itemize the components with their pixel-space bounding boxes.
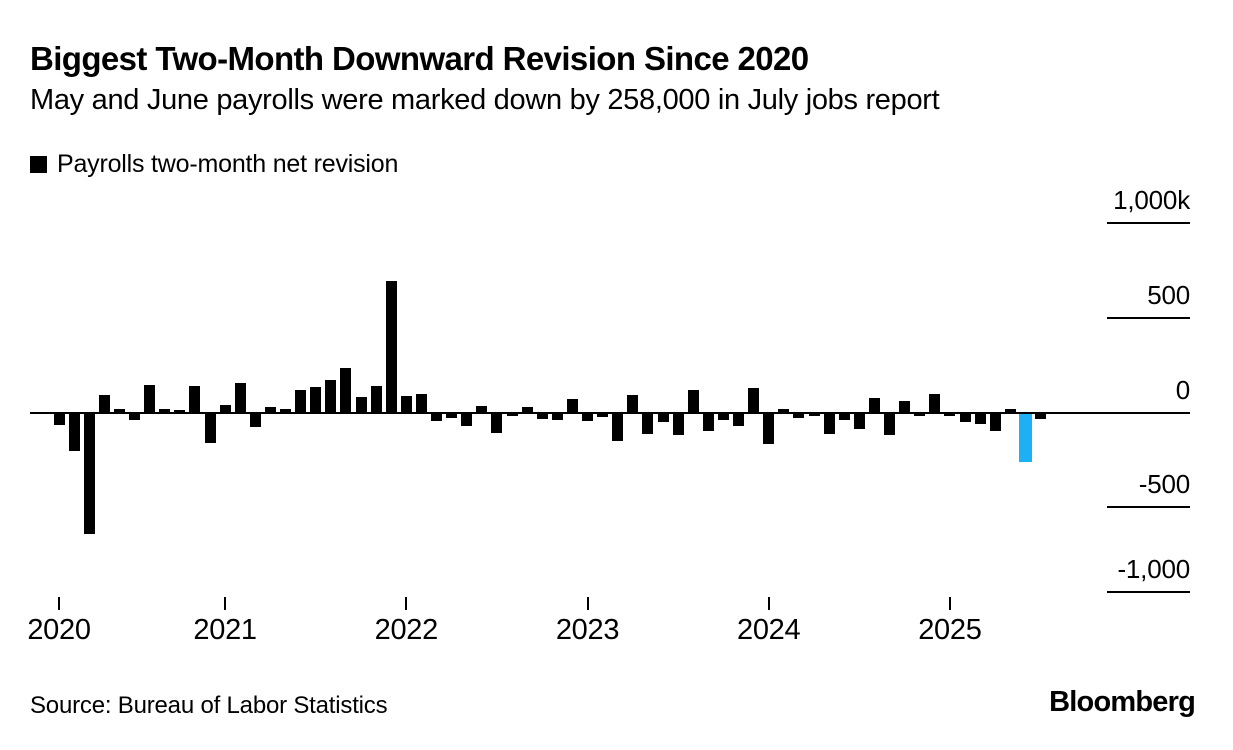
bar (68, 414, 80, 451)
bar (929, 393, 941, 413)
bar (491, 414, 503, 433)
bar (672, 414, 684, 435)
bar (612, 414, 624, 441)
y-axis-label-neg1000: -1,000 (1117, 554, 1190, 584)
bar (944, 414, 956, 416)
bar (234, 382, 246, 413)
gridline-neg500 (1107, 506, 1190, 508)
bar (868, 397, 880, 413)
bar (53, 414, 65, 425)
bar (914, 414, 926, 416)
bar (400, 395, 412, 413)
gridline-1000k (1107, 222, 1190, 224)
x-axis-label-2024: 2024 (737, 614, 801, 646)
source-note: Source: Bureau of Labor Statistics (30, 692, 388, 719)
bar (959, 414, 971, 422)
bar (687, 389, 699, 413)
bar (551, 414, 563, 420)
bar (884, 414, 895, 435)
bar (642, 414, 654, 434)
x-axis-label-2022: 2022 (374, 614, 439, 646)
x-axis-tick (948, 597, 951, 610)
bar (280, 408, 291, 413)
y-axis-label-neg500: -500 (1138, 469, 1190, 499)
bar (627, 394, 639, 413)
bar (415, 393, 427, 413)
bar (310, 386, 322, 413)
bar (204, 414, 216, 443)
bar (717, 414, 729, 420)
bar (733, 414, 744, 426)
bar (355, 396, 367, 413)
bar (566, 398, 578, 413)
bar (264, 406, 276, 413)
bar (189, 385, 201, 413)
x-axis-tick (586, 597, 589, 610)
bar (506, 414, 518, 416)
bar (748, 387, 760, 413)
bar (1004, 408, 1016, 413)
x-axis-label-2025: 2025 (918, 614, 982, 646)
bar (778, 408, 790, 413)
bar (129, 414, 140, 420)
bloomberg-logo: Bloomberg (1049, 686, 1196, 718)
bar (823, 414, 835, 434)
chart-subtitle: May and June payrolls were marked down b… (30, 84, 940, 116)
bar (597, 414, 609, 417)
bar (249, 414, 261, 427)
bar (325, 379, 337, 413)
bar-highlighted (1018, 414, 1032, 462)
gridline-500 (1107, 317, 1190, 319)
y-axis-label-1000k: 1,000k (1113, 185, 1190, 215)
y-axis-label-500: 500 (1147, 280, 1190, 310)
bar (295, 389, 307, 413)
gridline-neg1000 (1107, 591, 1190, 593)
bar (521, 406, 533, 413)
bar (113, 408, 125, 413)
bar (219, 404, 231, 413)
bar (989, 414, 1001, 431)
x-axis-label-2021: 2021 (193, 614, 257, 646)
x-axis-tick (224, 597, 227, 610)
bar (461, 414, 473, 426)
bar (476, 405, 488, 413)
bar (853, 414, 865, 429)
bar (385, 280, 397, 413)
bar (340, 367, 352, 413)
x-axis-tick (58, 597, 60, 610)
bar (899, 400, 911, 413)
bar (174, 409, 186, 413)
bar (808, 414, 820, 416)
bar (83, 414, 95, 534)
legend-swatch-icon (30, 156, 47, 173)
x-axis-tick (767, 597, 770, 610)
x-axis-label-2020: 2020 (27, 614, 91, 646)
bar (370, 385, 382, 413)
zero-baseline (30, 412, 1190, 414)
bar (446, 414, 458, 418)
bar (536, 414, 548, 419)
bar (657, 414, 669, 422)
x-axis-tick (405, 597, 408, 610)
bar (1035, 414, 1046, 419)
legend: Payrolls two-month net revision (30, 150, 398, 179)
y-axis-label-0: 0 (1175, 375, 1190, 405)
chart-title: Biggest Two-Month Downward Revision Sinc… (30, 40, 809, 77)
bar (159, 408, 171, 413)
bar (974, 414, 986, 424)
bar (144, 384, 156, 413)
bar (838, 414, 850, 420)
bar (98, 394, 110, 413)
bar (793, 414, 805, 418)
bar (582, 414, 593, 421)
x-axis-label-2023: 2023 (555, 614, 620, 646)
bar (431, 414, 442, 421)
bar (702, 414, 714, 431)
bar (763, 414, 775, 444)
legend-label: Payrolls two-month net revision (57, 150, 399, 178)
